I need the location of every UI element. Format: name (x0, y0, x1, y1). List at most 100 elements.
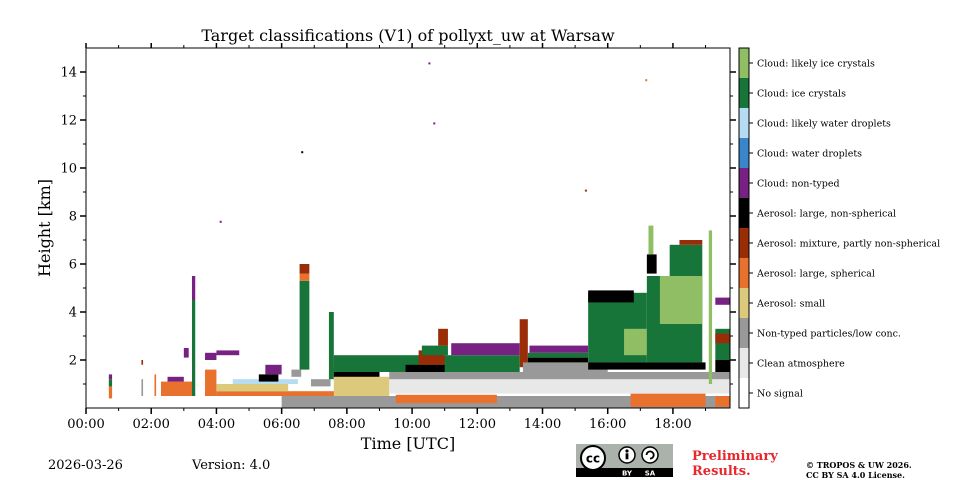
class-speck-4 (433, 122, 436, 125)
class-region-9 (191, 300, 196, 396)
cc-text: cc (586, 452, 600, 466)
class-region-54 (588, 362, 706, 370)
class-region-13 (216, 391, 364, 396)
y-tick-label-6: 14 (60, 66, 77, 81)
colorbar-label-1: Clean atmosphere (757, 359, 845, 370)
colorbar-label-3: Aerosol: small (756, 299, 825, 310)
x-axis-label: Time [UTC] (361, 434, 455, 453)
preliminary-line-1: Preliminary (692, 449, 778, 464)
colorbar-swatch-3 (739, 288, 749, 318)
x-tick-label-7: 14:00 (524, 417, 561, 432)
class-region-39 (451, 343, 520, 356)
colorbar-label-4: Aerosol: large, spherical (756, 269, 875, 280)
class-region-2 (108, 374, 113, 380)
colorbar-swatch-11 (739, 48, 749, 78)
plot-frame (85, 47, 731, 409)
class-region-53 (648, 225, 654, 255)
class-region-43 (527, 352, 589, 358)
class-region-6 (160, 381, 194, 396)
by-text: BY (622, 470, 633, 478)
class-region-4 (141, 360, 144, 365)
class-region-57 (715, 333, 730, 344)
y-axis-label: Height [km] (35, 179, 54, 277)
colorbar-swatch-1 (739, 348, 749, 378)
y-tick-label-3: 8 (69, 210, 77, 225)
class-region-41 (522, 362, 608, 372)
y-tick-label-0: 2 (69, 354, 77, 369)
class-region-0 (108, 386, 113, 399)
class-region-47 (588, 290, 634, 303)
colorbar: No signal Clean atmosphere Non-typed parti… (738, 47, 940, 409)
class-region-59 (708, 230, 713, 384)
date-label: 2026-03-26 (48, 458, 123, 473)
class-region-51 (679, 240, 703, 245)
class-region-42 (527, 357, 589, 363)
class-region-26 (395, 394, 497, 404)
class-region-35 (405, 364, 445, 372)
class-region-17 (258, 374, 279, 382)
colorbar-swatch-2 (739, 318, 749, 348)
copyright-notice: © TROPOS & UW 2026. CC BY SA 4.0 License… (806, 460, 912, 480)
colorbar-label-0: No signal (757, 389, 803, 400)
x-tick-label-6: 12:00 (459, 417, 496, 432)
colorbar-swatch-0 (739, 378, 749, 408)
colorbar-swatch-10 (739, 78, 749, 108)
colorbar-swatch-9 (739, 108, 749, 138)
class-region-28 (715, 396, 730, 407)
colorbar-swatch-6 (739, 198, 749, 228)
colorbar-label-6: Aerosol: large, non-spherical (756, 209, 896, 220)
class-region-38 (438, 328, 448, 346)
class-region-14 (216, 384, 289, 392)
colorbar-swatch-5 (739, 228, 749, 258)
x-tick-label-9: 18:00 (654, 417, 691, 432)
y-tick-label-5: 12 (60, 114, 77, 129)
class-speck-3 (301, 151, 304, 154)
x-tick-label-5: 10:00 (393, 417, 430, 432)
class-region-25 (281, 396, 730, 408)
class-region-52 (646, 254, 657, 274)
version-label: Version: 4.0 (192, 458, 271, 473)
class-region-27 (630, 393, 706, 407)
class-region-31 (389, 372, 730, 380)
sa-text: SA (645, 470, 656, 478)
class-region-7 (167, 376, 184, 382)
colorbar-label-7: Cloud: non-typed (757, 179, 840, 190)
class-region-8 (183, 348, 189, 358)
class-region-21 (299, 273, 310, 281)
colorbar-label-11: Cloud: likely ice crystals (757, 59, 875, 70)
x-tick-label-8: 16:00 (589, 417, 626, 432)
sa-icon (641, 446, 659, 464)
colorbar-label-5: Aerosol: mixture, partly non-spherical (756, 239, 940, 250)
class-region-5 (154, 374, 157, 396)
class-region-16 (216, 350, 240, 356)
colorbar-label-9: Cloud: likely water droplets (757, 119, 891, 130)
x-tick-label-1: 02:00 (132, 417, 169, 432)
chart-title: Target classifications (V1) of pollyxt_u… (201, 26, 615, 45)
class-region-30 (389, 379, 730, 394)
class-region-37 (421, 345, 448, 356)
colorbar-swatch-7 (739, 168, 749, 198)
class-region-12 (205, 352, 217, 360)
x-tick-label-3: 06:00 (263, 417, 300, 432)
preliminary-line-2: Results. (692, 464, 751, 479)
class-region-24 (328, 312, 334, 380)
axes: 00:00 02:00 04:00 06:00 08:00 10:00 12:00 14:00… (60, 43, 736, 432)
colorbar-swatch-8 (739, 138, 749, 168)
class-speck-0 (428, 62, 431, 65)
class-region-49 (659, 276, 703, 324)
class-region-58 (715, 297, 730, 305)
x-tick-label-0: 00:00 (67, 417, 104, 432)
class-region-19 (291, 369, 302, 377)
copyright-line-1: © TROPOS & UW 2026. (806, 460, 912, 470)
class-region-18 (265, 364, 282, 375)
class-region-44 (529, 345, 589, 353)
class-region-1 (108, 379, 113, 387)
cc-icon (580, 445, 606, 471)
colorbar-label-2: Non-typed particles/low conc. (757, 329, 901, 340)
preliminary-notice: Preliminary Results. (692, 449, 778, 479)
x-tick-label-4: 08:00 (328, 417, 365, 432)
y-tick-label-2: 6 (69, 258, 77, 273)
class-region-23 (310, 379, 331, 387)
class-region-40 (519, 319, 528, 368)
y-tick-label-1: 4 (69, 306, 77, 321)
